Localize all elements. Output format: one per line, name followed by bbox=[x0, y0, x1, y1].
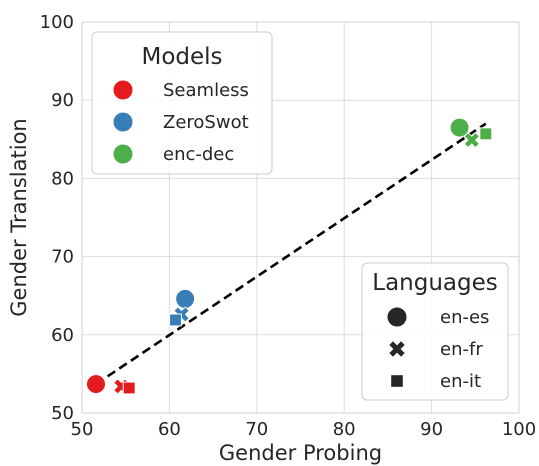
x-tick-label: 100 bbox=[502, 419, 536, 440]
x-tick-label: 50 bbox=[71, 419, 94, 440]
legend-title: Models bbox=[141, 44, 222, 70]
legend-box bbox=[91, 31, 273, 175]
trendline bbox=[95, 122, 487, 386]
legend-marker bbox=[112, 111, 134, 133]
y-tick-label: 60 bbox=[51, 325, 74, 346]
legend-title: Languages bbox=[372, 270, 498, 296]
legend-entry-label: Seamless bbox=[163, 80, 249, 101]
y-tick-label: 70 bbox=[51, 247, 74, 268]
legend-entry-label: enc-dec bbox=[163, 144, 234, 165]
legend-marker bbox=[388, 340, 406, 358]
legend-entry-label: en-es bbox=[440, 307, 489, 328]
legend-entry-label: en-it bbox=[440, 371, 481, 392]
y-tick-label: 90 bbox=[51, 90, 74, 111]
legends: Models Seamless ZeroSwot enc-dec Languages en… bbox=[91, 31, 509, 401]
data-points bbox=[85, 117, 493, 395]
y-axis-label: Gender Translation bbox=[7, 118, 31, 317]
y-tick-label: 100 bbox=[40, 12, 74, 33]
legend-marker bbox=[390, 374, 404, 388]
data-point bbox=[175, 288, 196, 309]
y-tick-label: 80 bbox=[51, 168, 74, 189]
x-tick-label: 80 bbox=[333, 419, 356, 440]
x-tick-label: 70 bbox=[245, 419, 268, 440]
legend-entry-label: en-fr bbox=[440, 339, 483, 360]
legend-languages: Languages en-es en-fr en-it bbox=[361, 262, 509, 401]
x-tick-label: 60 bbox=[158, 419, 181, 440]
data-point bbox=[463, 132, 480, 149]
data-point bbox=[449, 117, 470, 138]
legend-marker bbox=[386, 306, 408, 328]
legend-marker bbox=[112, 79, 134, 101]
legend-box bbox=[361, 262, 509, 401]
legend-marker bbox=[112, 143, 134, 165]
data-point bbox=[85, 374, 106, 395]
data-point bbox=[479, 127, 493, 141]
legend-models: Models Seamless ZeroSwot enc-dec bbox=[91, 31, 273, 175]
legend-entry-label: ZeroSwot bbox=[163, 112, 249, 133]
data-point bbox=[122, 381, 136, 395]
data-point bbox=[169, 313, 182, 327]
tick-labels: 50 60 70 80 90 100 50 60 70 80 90 100 bbox=[40, 12, 537, 440]
x-axis-label: Gender Probing bbox=[219, 441, 382, 465]
x-tick-label: 90 bbox=[420, 419, 443, 440]
y-tick-label: 50 bbox=[51, 403, 74, 424]
plot-frame bbox=[81, 21, 520, 414]
